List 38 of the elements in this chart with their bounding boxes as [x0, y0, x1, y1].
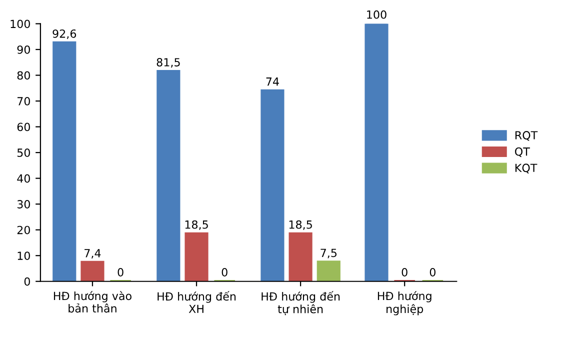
bar	[52, 41, 76, 282]
y-tick-label: 80	[17, 71, 30, 80]
bar	[184, 232, 208, 282]
data-label: 74	[266, 78, 279, 86]
data-label: 0	[430, 268, 436, 276]
data-label: 7,5	[320, 248, 337, 258]
bar	[156, 70, 180, 282]
y-tick-label: 100	[10, 20, 30, 28]
y-tick-label: 70	[18, 96, 30, 106]
x-tick-label: HĐ hướng nghiệp	[378, 291, 432, 316]
x-tick-label: HĐ hướng đến tự nhiên	[262, 291, 340, 316]
y-tick-label: 40	[17, 174, 30, 183]
y-tick-label: 50	[17, 148, 30, 157]
y-tick-label: 10	[18, 252, 30, 260]
data-label: 18,5	[185, 220, 208, 230]
bar	[80, 260, 104, 282]
bar	[364, 24, 388, 282]
data-label: 0	[222, 268, 228, 276]
data-label: 18,5	[289, 220, 312, 230]
y-tick-label: 90	[17, 45, 30, 54]
legend-label: RQT	[515, 131, 538, 141]
x-tick-label: HĐ hướng đến XH	[158, 291, 236, 313]
x-tick-label: HĐ hướng vào bản thân	[54, 291, 132, 313]
legend-label: QT	[515, 147, 530, 158]
data-label: 81,5	[156, 58, 180, 68]
data-label: 92,6	[52, 29, 76, 39]
data-label: 7,4	[84, 249, 101, 259]
y-tick-label: 20	[17, 226, 30, 234]
bar	[316, 260, 340, 282]
y-tick-label: 60	[17, 122, 30, 132]
bar	[260, 89, 284, 282]
y-tick-label: 30	[17, 200, 30, 208]
data-label: 0	[402, 268, 408, 276]
bar	[288, 232, 312, 282]
data-label: 0	[118, 268, 124, 276]
data-label: 100	[367, 10, 386, 19]
y-tick-label: 0	[24, 277, 30, 286]
legend-label: KQT	[515, 164, 538, 174]
